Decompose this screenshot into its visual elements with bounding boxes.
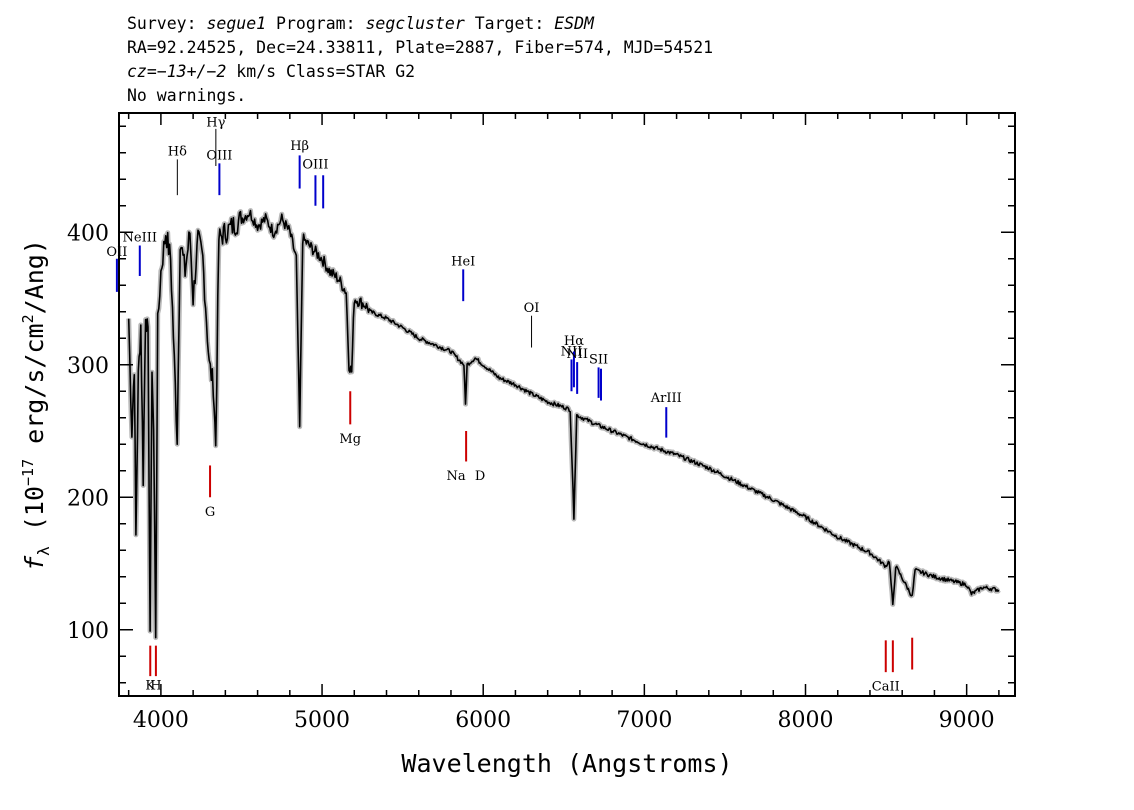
survey-value: segue1 [206, 14, 267, 33]
program-label: Program: [276, 14, 356, 33]
spectral-line-label: Mg [339, 432, 361, 447]
survey-label: Survey: [127, 14, 197, 33]
x-tick-label: 7000 [616, 708, 672, 733]
x-tick-label: 8000 [778, 708, 834, 733]
y-axis-title: fλ (10−17 erg/s/cm2/Ang) [19, 239, 53, 571]
spectral-line-label: Hβ [290, 139, 309, 154]
y-tick-label: 300 [67, 354, 109, 379]
spectral-line-label: Hδ [168, 144, 187, 159]
cz-value: −13+/−2 [156, 62, 227, 81]
header-line-1: Survey: segue1 Program: segcluster Targe… [127, 12, 713, 36]
spectral-line-label: NII [561, 344, 583, 359]
spectral-line-label: K [145, 678, 155, 693]
y-tick-label: 400 [67, 221, 109, 246]
x-tick-label: 6000 [455, 708, 511, 733]
y-tick-label: 100 [67, 619, 109, 644]
spectral-line-label: D [475, 469, 485, 484]
header-line-4: No warnings. [127, 86, 247, 105]
axis-ticks: 4000 5000 6000 7000 8000 9000 100 200 300 400 [67, 113, 1015, 733]
spectral-line-label: H [150, 678, 161, 693]
spectral-line-label: G [205, 505, 215, 520]
spectral-line-label: OIII [302, 158, 328, 173]
cz-label: cz= [127, 62, 157, 81]
spectral-line-label: NII [566, 347, 588, 362]
spectral-line-label: ArIII [650, 391, 682, 406]
class-text: km/s Class=STAR G2 [226, 62, 416, 81]
spectral-line-label: Hγ [206, 115, 225, 130]
y-tick-label: 200 [67, 486, 109, 511]
spectral-line-label: OI [524, 301, 540, 316]
target-label: Target: [474, 14, 545, 33]
spectral-line-label: CaII [872, 680, 900, 695]
spectral-line-label: NeIII [123, 231, 157, 246]
header-line-2: RA=92.24525, Dec=24.33811, Plate=2887, F… [127, 38, 714, 57]
spectrum-line [127, 209, 1000, 639]
spectral-line-label: Hα [564, 334, 584, 349]
target-value: ESDM [554, 14, 594, 33]
x-tick-label: 9000 [939, 708, 995, 733]
spectral-line-label: OIII [206, 148, 232, 163]
spectral-line-label: SII [589, 352, 608, 367]
spectral-line-label: OII [106, 245, 127, 260]
spectrum-header: Survey: segue1 Program: segcluster Targe… [127, 12, 713, 108]
x-tick-label: 4000 [133, 708, 189, 733]
spectrum-error-band [126, 208, 1001, 641]
spectral-line-label: Na [447, 469, 466, 484]
spectral-line-label: HeI [451, 254, 475, 269]
x-tick-label: 5000 [294, 708, 350, 733]
header-line-3: cz=−13+/−2 km/s Class=STAR G2 [127, 60, 713, 84]
x-axis-title: Wavelength (Angstroms) [401, 749, 732, 778]
spectrum-series [126, 208, 1001, 641]
plot-frame [118, 112, 1016, 697]
program-value: segcluster [365, 14, 465, 33]
